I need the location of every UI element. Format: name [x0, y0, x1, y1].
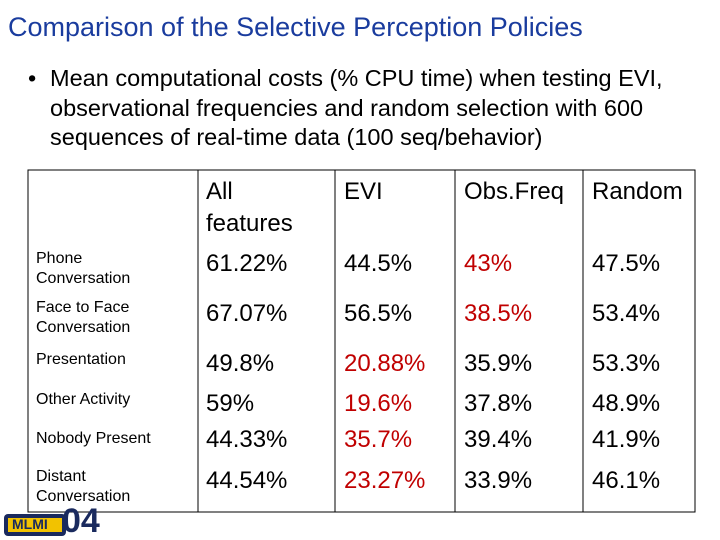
cell-value: 20.88%	[344, 350, 426, 377]
column-header: Obs.Freq	[464, 178, 565, 205]
logo-text: MLMI	[12, 516, 48, 532]
cell-value: 43%	[464, 250, 513, 277]
cell-value: 23.27%	[344, 467, 426, 494]
cell-value: 48.9%	[592, 390, 661, 417]
row-label: Other Activity	[36, 391, 131, 408]
cell-value: 53.3%	[592, 350, 661, 377]
row-label: Nobody Present	[36, 430, 151, 447]
column-header: All features	[206, 178, 293, 237]
slide-title: Comparison of the Selective Perception P…	[8, 12, 583, 42]
cell-value: 35.7%	[344, 426, 413, 453]
bullet-text: Mean computational costs (% CPU time) wh…	[50, 65, 663, 150]
cell-value: 53.4%	[592, 300, 661, 327]
cell-value: 37.8%	[464, 390, 533, 417]
cell-value: 19.6%	[344, 390, 413, 417]
row-label: Presentation	[36, 351, 126, 368]
cell-value: 35.9%	[464, 350, 533, 377]
cell-value: 33.9%	[464, 467, 533, 494]
cell-value: 44.54%	[206, 467, 288, 494]
logo-number: 04	[62, 502, 100, 540]
cell-value: 38.5%	[464, 300, 533, 327]
column-header: EVI	[344, 178, 383, 205]
cell-value: 67.07%	[206, 300, 288, 327]
row-label: Phone Conversation	[36, 250, 131, 287]
row-label: Distant Conversation	[36, 468, 131, 505]
cell-value: 44.33%	[206, 426, 288, 453]
column-header: Random	[592, 178, 683, 205]
cell-value: 56.5%	[344, 300, 413, 327]
bullet-dot: •	[28, 65, 37, 91]
cell-value: 39.4%	[464, 426, 533, 453]
row-label: Face to Face Conversation	[36, 299, 131, 336]
cell-value: 46.1%	[592, 467, 661, 494]
cell-value: 59%	[206, 390, 255, 417]
cell-value: 44.5%	[344, 250, 413, 277]
cell-value: 41.9%	[592, 426, 661, 453]
cell-value: 61.22%	[206, 250, 288, 277]
cell-value: 47.5%	[592, 250, 661, 277]
cell-value: 49.8%	[206, 350, 275, 377]
